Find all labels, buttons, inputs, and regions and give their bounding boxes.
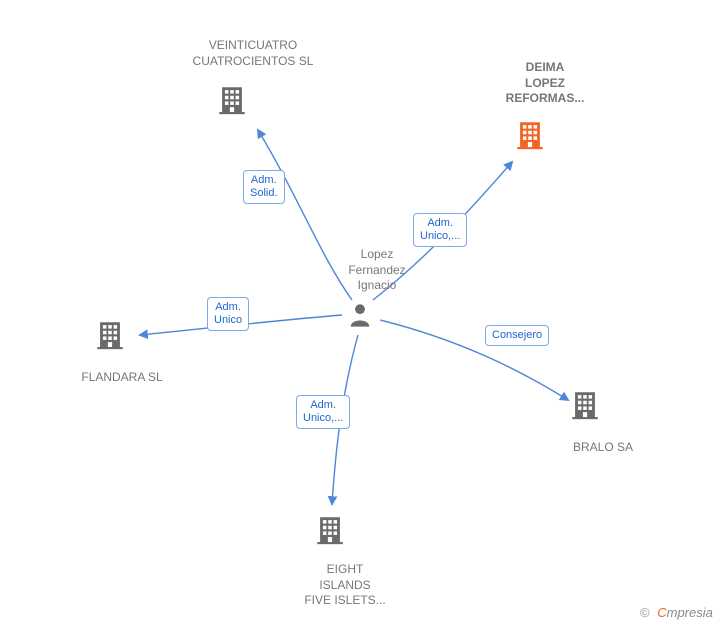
node-label-eight: EIGHT ISLANDS FIVE ISLETS... [290,562,400,609]
node-label-veinticuatro: VEINTICUATRO CUATROCIENTOS SL [178,38,328,69]
node-flandara[interactable] [93,318,127,357]
credit-c: C [657,605,666,620]
node-label-deima: DEIMA LOPEZ REFORMAS... [490,60,600,107]
edge-label-bralo: Consejero [485,325,549,346]
credit-rest: mpresia [667,605,713,620]
building-icon [93,339,127,356]
node-bralo[interactable] [568,388,602,427]
edge-label-eight: Adm. Unico,... [296,395,350,429]
building-icon [513,139,547,156]
node-label-flandara: FLANDARA SL [62,370,182,386]
building-icon [215,104,249,121]
node-deima[interactable] [513,118,547,157]
node-veinticuatro[interactable] [215,83,249,122]
building-icon [313,534,347,551]
node-eight[interactable] [313,513,347,552]
edge-label-flandara: Adm. Unico [207,297,249,331]
edge-label-deima: Adm. Unico,... [413,213,467,247]
node-label-bralo: BRALO SA [558,440,648,456]
edge-label-veinticuatro: Adm. Solid. [243,170,285,204]
copyright-symbol: © [640,605,650,620]
center-person-label: Lopez Fernandez Ignacio [332,247,422,294]
building-icon [568,409,602,426]
credit-footer: © Cmpresia [640,605,713,620]
person-icon [346,317,374,334]
center-person-node[interactable] [346,300,374,335]
